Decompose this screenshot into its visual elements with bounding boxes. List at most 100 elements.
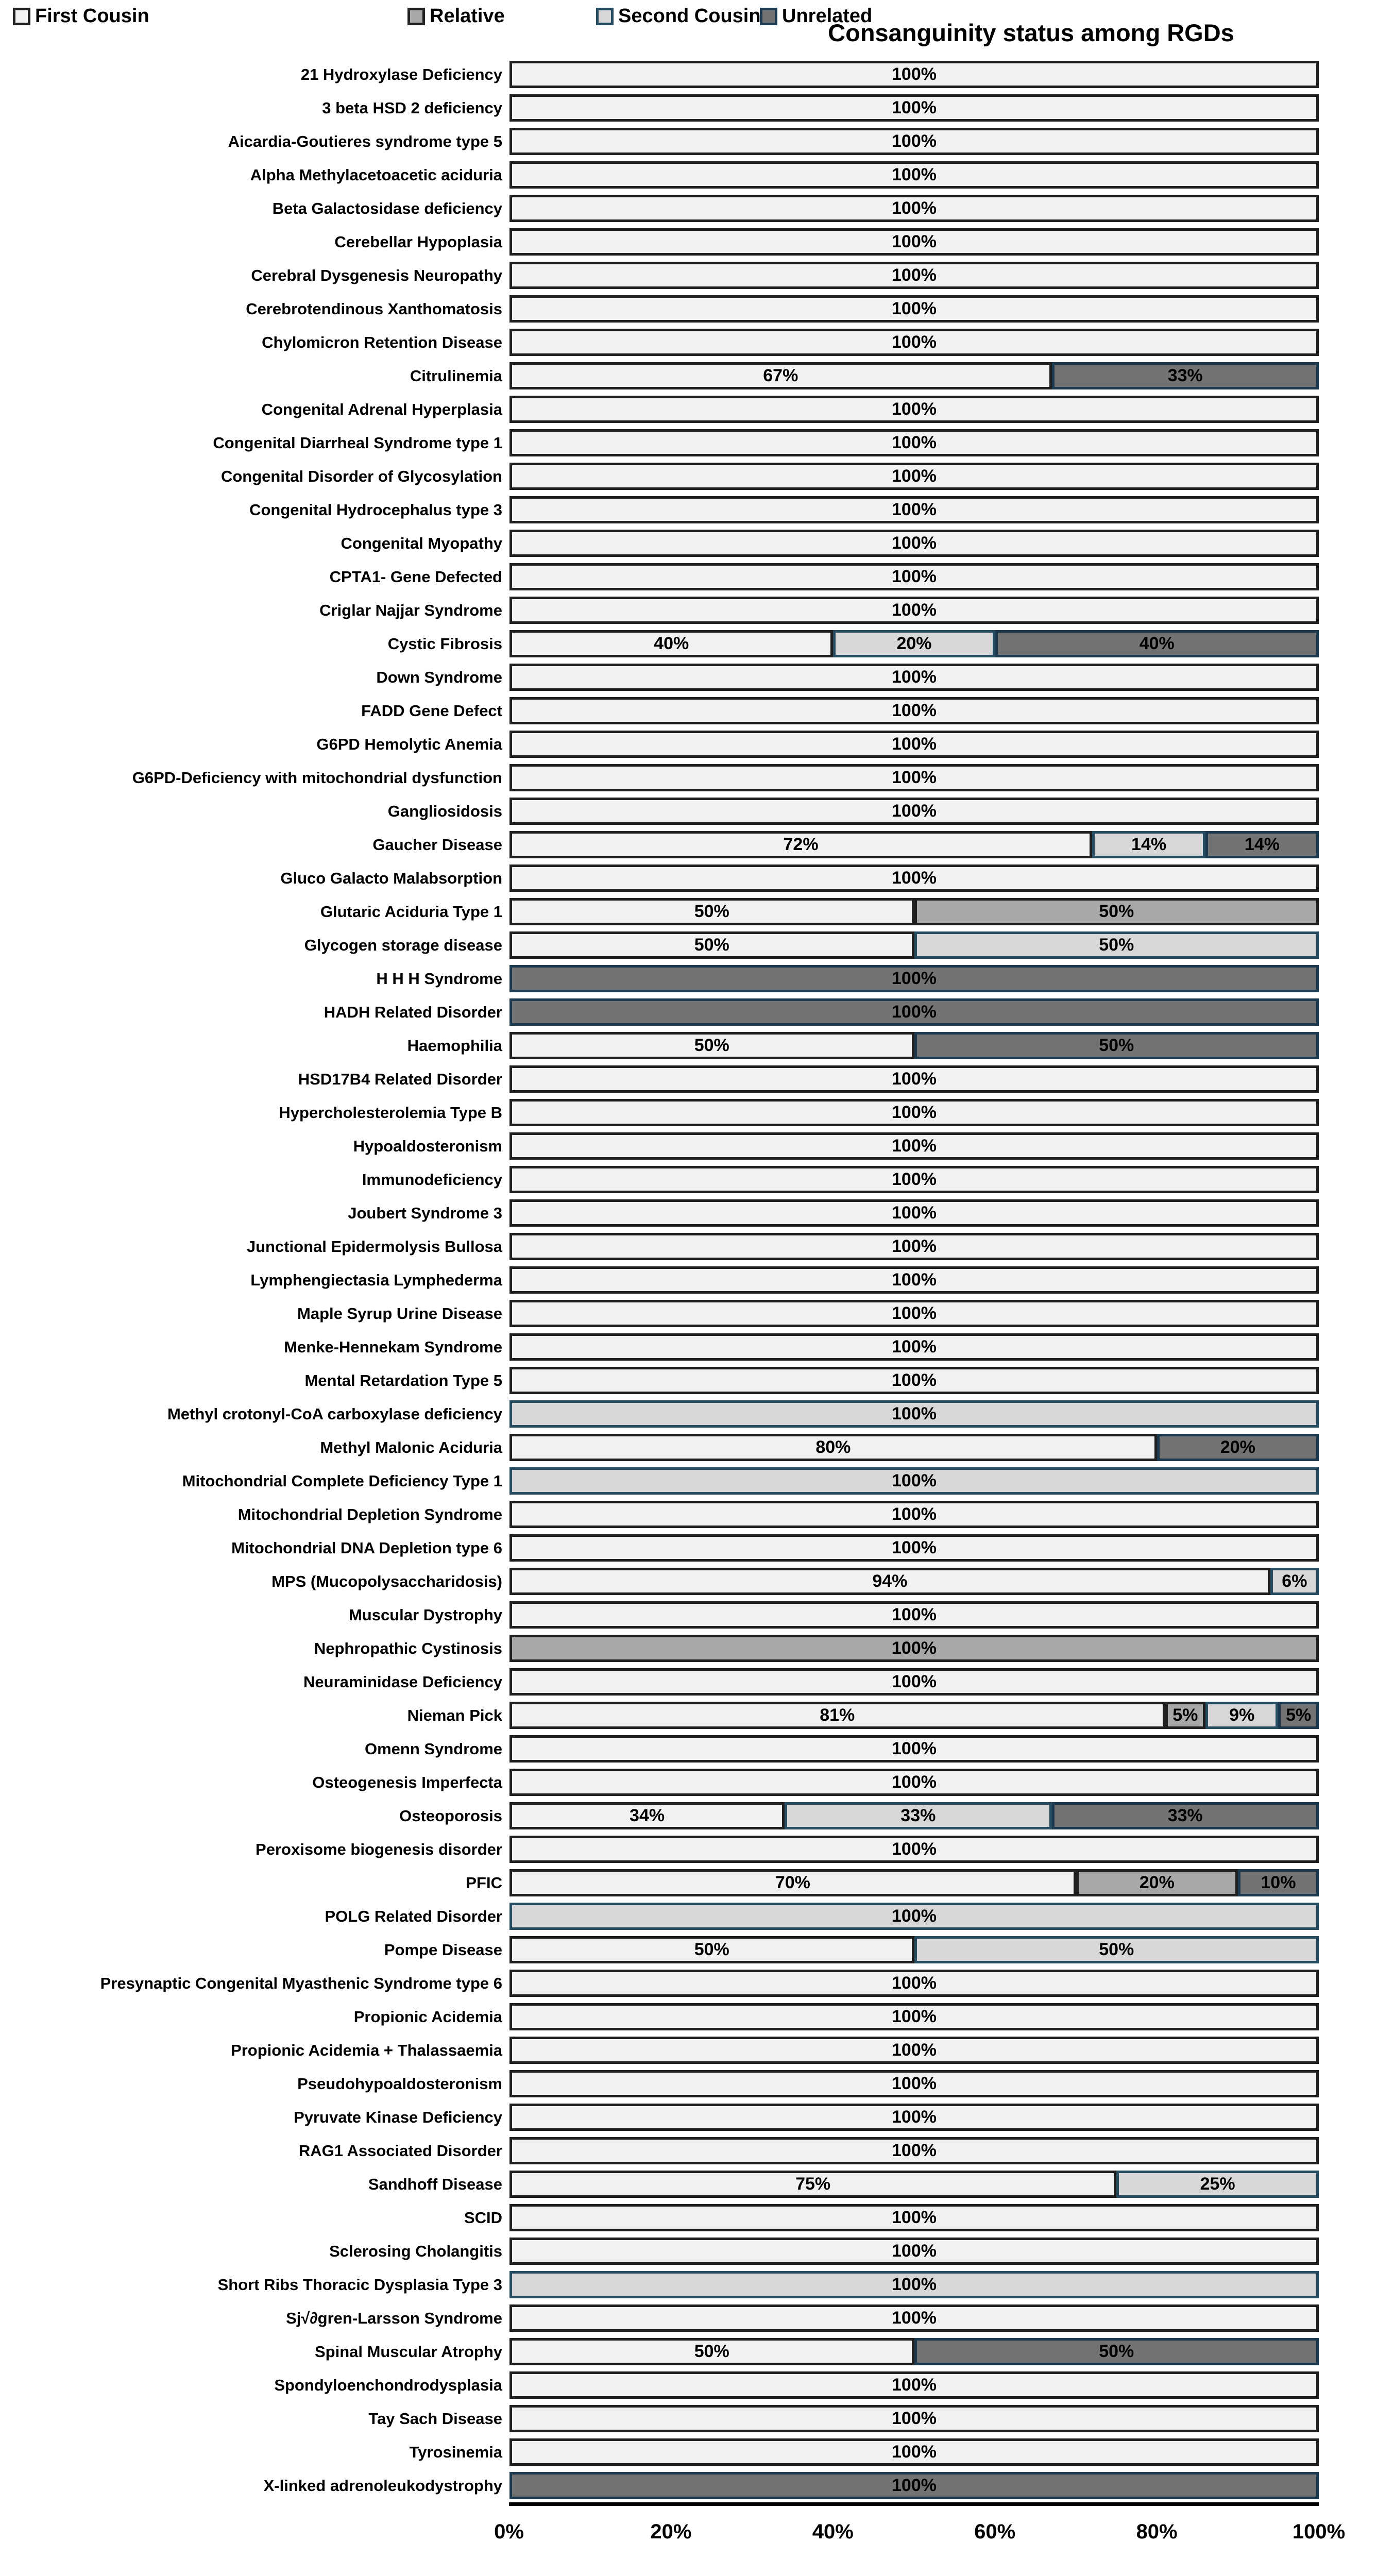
category-label: Cerebrotendinous Xanthomatosis xyxy=(246,300,502,318)
chart-row: Spinal Muscular Atrophy 50% 50% xyxy=(0,2335,1377,2368)
bar-track: 100% xyxy=(509,1132,1319,1160)
bar-segment-first-cousin: 100% xyxy=(509,1199,1319,1227)
bar-segment-second-cousin: 100% xyxy=(509,1467,1319,1495)
category-label: Haemophilia xyxy=(407,1037,502,1055)
chart-row: Cerebral Dysgenesis Neuropathy 100% xyxy=(0,259,1377,292)
segment-value-label: 100% xyxy=(892,1203,937,1223)
segment-value-label: 50% xyxy=(694,2342,729,2361)
chart-row: FADD Gene Defect 100% xyxy=(0,694,1377,727)
bar-segment-first-cousin: 100% xyxy=(509,1769,1319,1796)
chart-row: Joubert Syndrome 3 100% xyxy=(0,1196,1377,1230)
legend-label: Relative xyxy=(430,5,505,27)
bar-segment-first-cousin: 100% xyxy=(509,396,1319,423)
chart-row: H H H Syndrome 100% xyxy=(0,962,1377,995)
bar-track: 100% xyxy=(509,1668,1319,1696)
segment-value-label: 100% xyxy=(892,2040,937,2060)
bar-segment-first-cousin: 50% xyxy=(509,931,914,959)
segment-value-label: 72% xyxy=(783,835,819,854)
category-label: Gaucher Disease xyxy=(372,836,502,854)
segment-value-label: 100% xyxy=(892,1772,937,1792)
chart-row: PFIC 70% 20% 10% xyxy=(0,1866,1377,1900)
category-label: Pyruvate Kinase Deficiency xyxy=(294,2108,502,2126)
category-label: RAG1 Associated Disorder xyxy=(298,2142,502,2160)
segment-value-label: 100% xyxy=(892,198,937,218)
bar-track: 100% xyxy=(509,1300,1319,1327)
category-label: Osteogenesis Imperfecta xyxy=(312,1773,502,1791)
segment-value-label: 100% xyxy=(892,1638,937,1658)
bar-segment-first-cousin: 100% xyxy=(509,195,1319,222)
chart-row: Menke-Hennekam Syndrome 100% xyxy=(0,1330,1377,1364)
chart-row: POLG Related Disorder 100% xyxy=(0,1900,1377,1933)
chart-row: Aicardia-Goutieres syndrome type 5 100% xyxy=(0,125,1377,158)
category-label: Aicardia-Goutieres syndrome type 5 xyxy=(228,132,502,150)
chart-row: Hypercholesterolemia Type B 100% xyxy=(0,1096,1377,1129)
chart-row: Sandhoff Disease 75% 25% xyxy=(0,2167,1377,2201)
bar-track: 100% xyxy=(509,597,1319,624)
bar-segment-first-cousin: 100% xyxy=(509,697,1319,724)
category-label: Nephropathic Cystinosis xyxy=(314,1639,502,1657)
bar-track: 100% xyxy=(509,998,1319,1026)
bar-segment-unrelated: 50% xyxy=(914,1032,1319,1059)
bar-segment-second-cousin: 20% xyxy=(833,630,995,657)
chart-row: Sclerosing Cholangitis 100% xyxy=(0,2234,1377,2268)
segment-value-label: 100% xyxy=(892,1672,937,1691)
legend-swatch-unrelated xyxy=(760,7,777,25)
segment-value-label: 33% xyxy=(900,1806,936,1825)
bar-track: 100% xyxy=(509,1333,1319,1361)
segment-value-label: 50% xyxy=(694,935,729,955)
segment-value-label: 100% xyxy=(892,98,937,117)
segment-value-label: 20% xyxy=(1139,1873,1175,1892)
category-label: Neuraminidase Deficiency xyxy=(303,1673,502,1691)
category-label: Mitochondrial Depletion Syndrome xyxy=(237,1505,502,1523)
segment-value-label: 50% xyxy=(694,1940,729,1959)
category-label: Methyl Malonic Aciduria xyxy=(320,1438,502,1456)
bar-segment-first-cousin: 100% xyxy=(509,295,1319,323)
bar-track: 100% xyxy=(509,1367,1319,1394)
x-axis: 0% 20% 40% 60% 80% 100% xyxy=(494,2502,1345,2555)
bar-segment-first-cousin: 100% xyxy=(509,1099,1319,1126)
segment-value-label: 50% xyxy=(1099,902,1134,921)
category-label: MPS (Mucopolysaccharidosis) xyxy=(271,1572,502,1590)
chart-row: Congenital Hydrocephalus type 3 100% xyxy=(0,493,1377,527)
category-label: PFIC xyxy=(466,1874,502,1892)
chart-row: Mental Retardation Type 5 100% xyxy=(0,1364,1377,1397)
segment-value-label: 9% xyxy=(1229,1705,1255,1725)
bar-segment-unrelated: 10% xyxy=(1237,1869,1319,1896)
category-label: CPTA1- Gene Defected xyxy=(329,568,502,586)
category-label: Hypercholesterolemia Type B xyxy=(279,1104,502,1122)
chart-row: Gangliosidosis 100% xyxy=(0,794,1377,828)
bar-track: 100% xyxy=(509,530,1319,557)
bar-segment-first-cousin: 100% xyxy=(509,1065,1319,1093)
bar-segment-first-cousin: 67% xyxy=(509,362,1052,389)
bar-segment-first-cousin: 100% xyxy=(509,429,1319,456)
segment-value-label: 6% xyxy=(1282,1571,1307,1591)
category-label: HADH Related Disorder xyxy=(324,1003,502,1021)
bar-track: 100% xyxy=(509,1735,1319,1762)
bar-segment-unrelated: 100% xyxy=(509,2472,1319,2499)
category-label: HSD17B4 Related Disorder xyxy=(298,1070,502,1088)
chart-row: Spondyloenchondrodysplasia 100% xyxy=(0,2368,1377,2402)
segment-value-label: 33% xyxy=(1167,366,1203,385)
bar-segment-first-cousin: 100% xyxy=(509,2037,1319,2064)
segment-value-label: 100% xyxy=(892,1471,937,1490)
segment-value-label: 100% xyxy=(892,1370,937,1390)
segment-value-label: 100% xyxy=(892,1136,937,1156)
chart-row: Propionic Acidemia + Thalassaemia 100% xyxy=(0,2033,1377,2067)
bar-segment-unrelated: 20% xyxy=(1157,1434,1319,1461)
chart-header: First Cousin Relative Second Cousin Unre… xyxy=(0,0,1377,58)
segment-value-label: 100% xyxy=(892,2141,937,2160)
bar-track: 40% 20% 40% xyxy=(509,630,1319,657)
category-label: Congenital Hydrocephalus type 3 xyxy=(249,501,502,519)
segment-value-label: 100% xyxy=(892,299,937,318)
chart-row: Congenital Diarrheal Syndrome type 1 100% xyxy=(0,426,1377,460)
legend-label: Second Cousin xyxy=(618,5,761,27)
category-label: Omenn Syndrome xyxy=(365,1740,502,1758)
bar-track: 100% xyxy=(509,1970,1319,1997)
segment-value-label: 100% xyxy=(892,466,937,486)
chart-row: Glycogen storage disease 50% 50% xyxy=(0,928,1377,962)
bar-segment-first-cousin: 80% xyxy=(509,1434,1157,1461)
segment-value-label: 100% xyxy=(892,2476,937,2495)
bar-segment-relative: 20% xyxy=(1076,1869,1238,1896)
bar-track: 50% 50% xyxy=(509,2338,1319,2365)
category-label: Osteoporosis xyxy=(399,1807,502,1825)
